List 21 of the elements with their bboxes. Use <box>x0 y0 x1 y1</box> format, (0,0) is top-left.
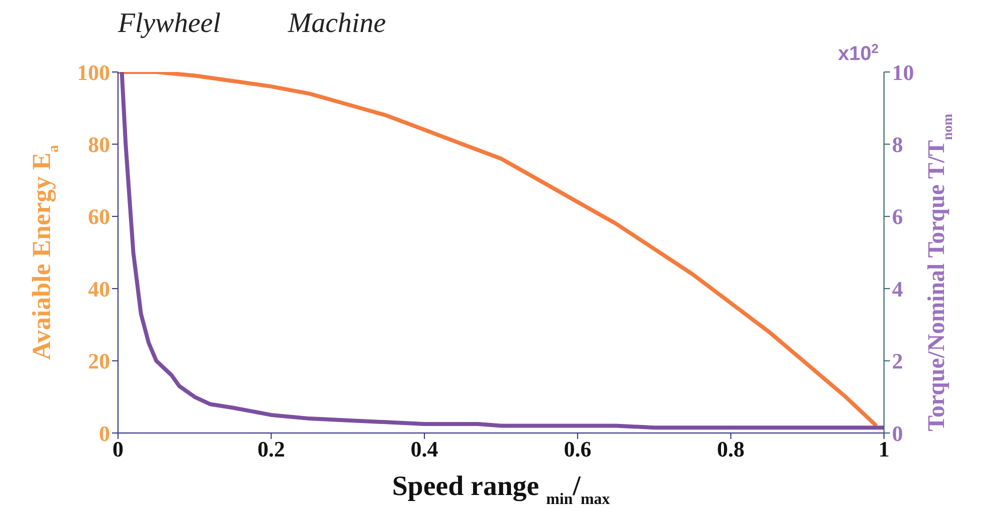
y2-tick-label: 4 <box>892 276 903 302</box>
x-tick-label: 0.6 <box>564 436 592 462</box>
y2-tick-label: 0 <box>892 420 903 446</box>
y-tick-label: 80 <box>88 132 110 158</box>
y-tick-label: 20 <box>88 348 110 374</box>
y-tick-label: 60 <box>88 204 110 230</box>
text: Flywheel <box>117 8 221 39</box>
y-tick-label: 0 <box>99 420 110 446</box>
x-axis-title: Speed range $_{min}$/$_{max}$ <box>392 471 610 508</box>
y-tick-label: 100 <box>77 60 110 85</box>
y2-tick-label: 6 <box>892 204 903 230</box>
y2-tick-label: 8 <box>892 132 903 158</box>
x-tick-label: 1 <box>878 436 890 462</box>
y2-tick-label: 2 <box>892 348 903 374</box>
y-tick-label: 40 <box>88 276 110 302</box>
text: Machine <box>287 8 386 39</box>
x-tick-label: 0.2 <box>257 436 285 462</box>
x-tick-label: 0.8 <box>717 436 745 462</box>
x-tick-label: 0.4 <box>410 436 438 462</box>
text: x10$^{2}$ <box>838 40 879 65</box>
y2-tick-label: 10 <box>892 60 914 85</box>
